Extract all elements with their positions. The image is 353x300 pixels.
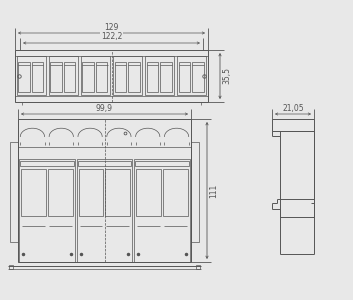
Bar bbox=[17, 56, 46, 95]
Bar bbox=[79, 169, 103, 216]
Bar bbox=[77, 159, 132, 262]
Bar bbox=[64, 62, 75, 92]
Bar bbox=[20, 161, 74, 166]
Bar bbox=[160, 62, 172, 92]
Bar bbox=[280, 131, 314, 217]
Bar bbox=[15, 50, 208, 102]
Bar bbox=[9, 265, 13, 269]
Bar bbox=[192, 62, 204, 92]
Bar bbox=[18, 119, 191, 262]
Bar bbox=[145, 56, 174, 95]
Bar bbox=[179, 62, 190, 92]
Bar bbox=[106, 169, 130, 216]
Bar bbox=[191, 142, 199, 242]
Bar bbox=[31, 62, 43, 92]
Bar bbox=[114, 62, 126, 92]
Bar bbox=[82, 62, 94, 92]
Text: 99,9: 99,9 bbox=[96, 103, 113, 112]
Bar bbox=[196, 265, 200, 269]
Text: 111: 111 bbox=[209, 183, 218, 198]
Bar bbox=[18, 62, 30, 92]
Bar bbox=[48, 169, 73, 216]
Bar bbox=[128, 62, 140, 92]
Bar bbox=[81, 56, 110, 95]
Text: 21,05: 21,05 bbox=[282, 103, 304, 112]
Bar bbox=[19, 159, 75, 262]
Bar bbox=[78, 161, 131, 166]
Bar bbox=[21, 169, 46, 216]
Bar bbox=[146, 62, 158, 92]
Bar bbox=[163, 169, 188, 216]
Text: 129: 129 bbox=[104, 22, 119, 32]
Text: 122,2: 122,2 bbox=[101, 32, 122, 41]
Text: 35,5: 35,5 bbox=[222, 68, 231, 85]
Bar bbox=[10, 142, 18, 242]
Bar bbox=[272, 119, 314, 131]
Bar bbox=[96, 62, 108, 92]
Bar bbox=[134, 159, 190, 262]
Bar bbox=[135, 161, 189, 166]
Bar bbox=[113, 56, 142, 95]
Bar bbox=[177, 56, 207, 95]
Bar bbox=[49, 56, 78, 95]
Bar bbox=[50, 62, 62, 92]
Bar bbox=[136, 169, 161, 216]
